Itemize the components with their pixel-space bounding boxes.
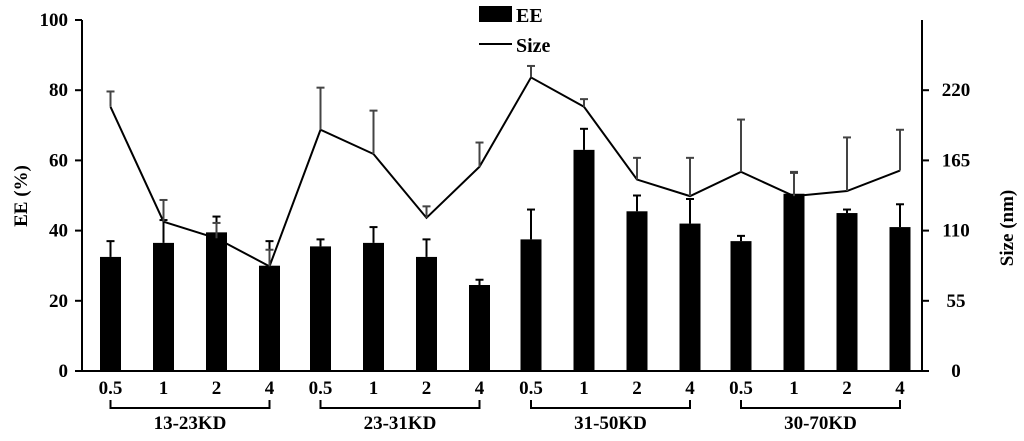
group-label: 13-23KD (154, 413, 227, 434)
group-bracket (319, 400, 481, 409)
x-tick-label: 0.5 (309, 378, 333, 399)
group-bracket (740, 400, 901, 409)
ee-bar (573, 149, 595, 371)
group-bracket (109, 400, 271, 409)
x-tick-label: 1 (579, 378, 589, 399)
ee-bar (310, 246, 331, 371)
group-label: 31-50KD (574, 413, 647, 434)
right-tick-label: 0 (951, 361, 961, 382)
left-tick-label: 0 (59, 361, 69, 382)
left-tick-label: 100 (40, 10, 69, 31)
left-axis-title: EE (%) (11, 165, 32, 227)
left-tick-label: 40 (49, 221, 68, 242)
ee-bar (626, 211, 648, 371)
ee-bar (416, 256, 437, 371)
legend-label-size: Size (516, 35, 551, 57)
right-tick-label: 165 (942, 150, 971, 171)
x-tick-label: 2 (632, 378, 642, 399)
x-tick-label: 2 (422, 378, 432, 399)
x-tick-label: 1 (789, 378, 799, 399)
right-axis-title: Size (nm) (997, 190, 1018, 267)
right-tick-label: 220 (942, 80, 971, 101)
ee-bar (679, 223, 701, 371)
x-tick-label: 1 (369, 378, 379, 399)
x-tick-label: 4 (685, 378, 695, 399)
right-tick-label: 55 (947, 291, 966, 312)
ee-bar (469, 285, 490, 371)
x-tick-label: 1 (159, 378, 169, 399)
legend-swatch-ee (479, 6, 512, 22)
x-tick-label: 2 (842, 378, 852, 399)
x-tick-label: 4 (895, 378, 905, 399)
left-tick-label: 60 (49, 150, 68, 171)
ee-bar (259, 265, 280, 371)
ee-bar (100, 256, 121, 371)
x-tick-label: 0.5 (729, 378, 753, 399)
group-label: 23-31KD (364, 413, 437, 434)
x-tick-label: 4 (475, 378, 485, 399)
group-bracket (530, 400, 691, 409)
left-tick-label: 20 (49, 291, 68, 312)
ee-bar (153, 242, 174, 371)
ee-bar (520, 239, 542, 371)
ee-bar (783, 193, 805, 371)
ee-bar (363, 242, 384, 371)
x-tick-label: 0.5 (519, 378, 543, 399)
left-tick-label: 80 (49, 80, 68, 101)
ee-bar (206, 232, 227, 371)
group-label: 30-70KD (784, 413, 857, 434)
ee-bar (836, 213, 858, 371)
ee-bar (730, 241, 752, 371)
x-tick-label: 4 (265, 378, 275, 399)
x-tick-label: 0.5 (99, 378, 123, 399)
legend-label-ee: EE (516, 5, 543, 27)
x-tick-label: 2 (212, 378, 222, 399)
right-tick-label: 110 (942, 221, 969, 242)
ee-bar (889, 227, 911, 371)
size-line (109, 76, 901, 268)
